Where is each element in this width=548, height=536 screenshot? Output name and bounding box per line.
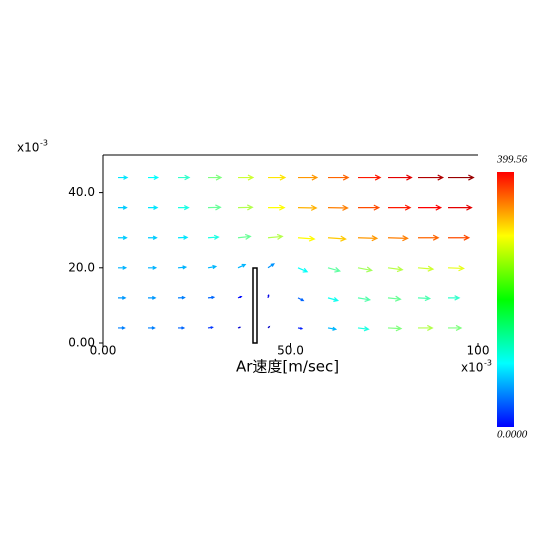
multiplier-base: x10	[17, 141, 39, 155]
vector-arrow	[327, 204, 349, 211]
colorbar-label: 399.56	[496, 154, 528, 166]
vector-arrow	[118, 235, 128, 240]
vector-arrow	[357, 296, 372, 302]
vector-arrow	[447, 265, 465, 272]
vector-arrow	[208, 174, 223, 181]
vector-arrow	[388, 174, 413, 181]
vector-arrow	[118, 265, 128, 270]
vector-arrow	[178, 174, 191, 181]
vector-arrow	[327, 326, 338, 331]
vector-arrow	[297, 267, 309, 273]
vector-arrow	[418, 174, 445, 181]
vector-arrow	[327, 266, 342, 273]
vector-arrow	[177, 265, 188, 270]
vector-arrow	[177, 295, 186, 300]
vector-arrow	[297, 327, 304, 330]
vector-arrow	[418, 204, 443, 211]
x-axis-label: Ar速度[m/sec]	[236, 358, 339, 376]
vector-arrow	[327, 297, 340, 302]
vector-arrow	[387, 235, 409, 242]
vector-arrow	[178, 326, 186, 330]
vector-arrow	[237, 233, 252, 240]
vector-arrow	[207, 204, 222, 211]
vector-arrow	[268, 174, 287, 181]
vector-arrow	[387, 295, 402, 302]
vector-arrow	[417, 295, 432, 302]
vector-arrow	[148, 235, 158, 240]
vector-arrow	[267, 325, 271, 329]
vector-arrow	[177, 235, 189, 240]
y-tick-label: 20.0	[68, 260, 95, 274]
vector-arrow	[237, 326, 242, 329]
y-tick-label: 40.0	[68, 185, 95, 199]
colorbar	[497, 172, 514, 427]
vector-arrow	[358, 174, 382, 181]
vector-arrow	[418, 324, 434, 331]
vector-arrow	[297, 297, 305, 302]
vector-arrow	[448, 204, 473, 211]
vector-arrow	[207, 264, 218, 270]
vector-arrow	[358, 204, 381, 211]
vector-arrow	[148, 326, 156, 330]
vector-arrow	[237, 263, 247, 269]
y-tick-label: 0.00	[68, 336, 95, 350]
vector-arrow	[148, 205, 159, 210]
vector-arrow	[298, 174, 319, 181]
colorbar-label: 0.0000	[497, 429, 528, 441]
vector-arrow	[267, 233, 284, 240]
vector-arrow	[357, 326, 370, 332]
vector-arrow	[448, 174, 475, 181]
x-multiplier: x10 -3	[461, 359, 492, 375]
vector-arrow	[357, 235, 379, 242]
vector-arrow	[178, 205, 190, 211]
vector-arrow	[118, 326, 126, 330]
y-multiplier: x10 -3	[17, 139, 48, 155]
x-tick-label: 0.00	[90, 344, 117, 358]
vector-arrow	[238, 174, 255, 181]
x-tick-label: 50.0	[277, 344, 304, 358]
vector-arrow	[387, 325, 403, 332]
obstacle	[252, 267, 258, 344]
vector-arrow	[207, 326, 214, 329]
vector-arrow	[297, 235, 316, 242]
vector-arrow	[267, 263, 275, 269]
vector-arrow	[297, 204, 318, 211]
vector-arrow	[207, 234, 220, 240]
multiplier-base: x10	[461, 361, 483, 375]
vector-arrow	[237, 295, 243, 299]
vector-arrow	[387, 266, 404, 273]
vector-arrow	[448, 295, 461, 301]
vector-arrow	[148, 265, 158, 270]
vector-arrow	[327, 235, 347, 242]
vector-arrow	[267, 293, 270, 299]
multiplier-exponent: -3	[40, 139, 48, 148]
vector-arrow	[118, 295, 127, 300]
multiplier-exponent: -3	[484, 359, 492, 368]
colorbar-labels: 0.0000 399.56	[496, 154, 528, 441]
vector-arrow	[118, 205, 128, 210]
vector-arrow	[328, 174, 350, 181]
vector-arrow	[148, 295, 157, 300]
vector-arrow	[418, 234, 440, 241]
vector-arrow	[448, 234, 471, 241]
vector-arrow	[417, 265, 435, 272]
vector-arrow	[357, 266, 373, 273]
vector-arrow	[237, 204, 254, 211]
vector-arrow	[388, 204, 412, 211]
vector-arrow	[268, 204, 286, 211]
vector-arrow	[448, 324, 463, 331]
vector-arrow	[148, 175, 160, 181]
vector-arrow	[207, 295, 216, 300]
x-tick-label: 100	[467, 344, 490, 358]
vector-arrow	[118, 175, 129, 180]
